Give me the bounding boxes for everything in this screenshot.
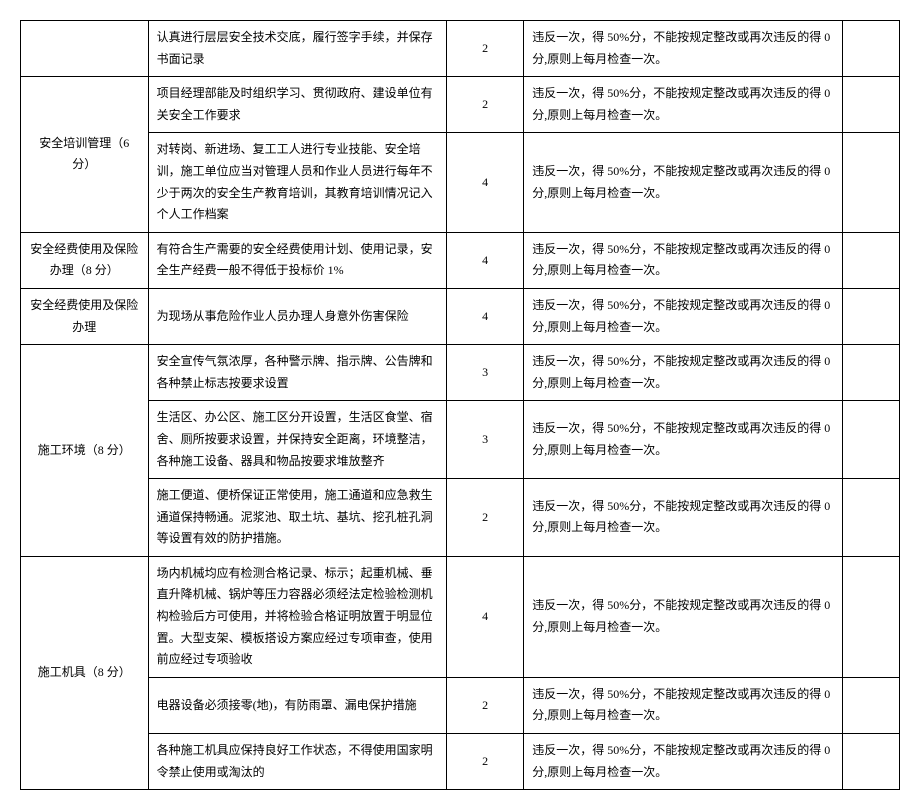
score-cell: 3 [446,401,523,479]
description-cell: 场内机械均应有检测合格记录、标示；起重机械、垂直升降机械、锅炉等压力容器必须经法… [148,556,446,677]
empty-cell [842,734,899,790]
score-cell: 3 [446,345,523,401]
empty-cell [842,345,899,401]
empty-cell [842,288,899,344]
score-cell: 2 [446,21,523,77]
table-row: 电器设备必须接零(地)，有防雨罩、漏电保护措施2违反一次，得 50%分，不能按规… [21,677,900,733]
table-row: 生活区、办公区、施工区分开设置，生活区食堂、宿舍、厕所按要求设置，并保持安全距离… [21,401,900,479]
table-row: 各种施工机具应保持良好工作状态，不得使用国家明令禁止使用或淘汰的2违反一次，得 … [21,734,900,790]
rule-cell: 违反一次，得 50%分，不能按规定整改或再次违反的得 0 分,原则上每月检查一次… [524,21,842,77]
table-row: 施工便道、便桥保证正常使用，施工通道和应急救生通道保持畅通。泥浆池、取土坑、基坑… [21,479,900,557]
description-cell: 安全宣传气氛浓厚，各种警示牌、指示牌、公告牌和各种禁止标志按要求设置 [148,345,446,401]
rule-cell: 违反一次，得 50%分，不能按规定整改或再次违反的得 0 分,原则上每月检查一次… [524,232,842,288]
description-cell: 对转岗、新进场、复工工人进行专业技能、安全培训，施工单位应当对管理人员和作业人员… [148,133,446,232]
rule-cell: 违反一次，得 50%分，不能按规定整改或再次违反的得 0 分,原则上每月检查一次… [524,677,842,733]
rule-cell: 违反一次，得 50%分，不能按规定整改或再次违反的得 0 分,原则上每月检查一次… [524,345,842,401]
score-cell: 4 [446,133,523,232]
description-cell: 电器设备必须接零(地)，有防雨罩、漏电保护措施 [148,677,446,733]
description-cell: 项目经理部能及时组织学习、贯彻政府、建设单位有关安全工作要求 [148,77,446,133]
table-row: 施工环境（8 分）安全宣传气氛浓厚，各种警示牌、指示牌、公告牌和各种禁止标志按要… [21,345,900,401]
description-cell: 为现场从事危险作业人员办理人身意外伤害保险 [148,288,446,344]
empty-cell [842,77,899,133]
empty-cell [842,401,899,479]
table-row: 安全培训管理（6 分）项目经理部能及时组织学习、贯彻政府、建设单位有关安全工作要… [21,77,900,133]
category-cell: 安全培训管理（6 分） [21,77,149,233]
table-row: 认真进行层层安全技术交底，履行签字手续，并保存书面记录2违反一次，得 50%分，… [21,21,900,77]
empty-cell [842,479,899,557]
rule-cell: 违反一次，得 50%分，不能按规定整改或再次违反的得 0 分,原则上每月检查一次… [524,133,842,232]
rule-cell: 违反一次，得 50%分，不能按规定整改或再次违反的得 0 分,原则上每月检查一次… [524,734,842,790]
description-cell: 认真进行层层安全技术交底，履行签字手续，并保存书面记录 [148,21,446,77]
table-row: 对转岗、新进场、复工工人进行专业技能、安全培训，施工单位应当对管理人员和作业人员… [21,133,900,232]
rule-cell: 违反一次，得 50%分，不能按规定整改或再次违反的得 0 分,原则上每月检查一次… [524,288,842,344]
category-cell [21,21,149,77]
table-row: 安全经费使用及保险办理（8 分）有符合生产需要的安全经费使用计划、使用记录，安全… [21,232,900,288]
rule-cell: 违反一次，得 50%分，不能按规定整改或再次违反的得 0 分,原则上每月检查一次… [524,556,842,677]
description-cell: 生活区、办公区、施工区分开设置，生活区食堂、宿舍、厕所按要求设置，并保持安全距离… [148,401,446,479]
score-cell: 2 [446,479,523,557]
empty-cell [842,556,899,677]
category-cell: 施工机具（8 分） [21,556,149,789]
rule-cell: 违反一次，得 50%分，不能按规定整改或再次违反的得 0 分,原则上每月检查一次… [524,401,842,479]
score-cell: 2 [446,734,523,790]
table-row: 安全经费使用及保险办理为现场从事危险作业人员办理人身意外伤害保险4违反一次，得 … [21,288,900,344]
empty-cell [842,21,899,77]
assessment-table: 认真进行层层安全技术交底，履行签字手续，并保存书面记录2违反一次，得 50%分，… [20,20,900,790]
category-cell: 施工环境（8 分） [21,345,149,557]
description-cell: 各种施工机具应保持良好工作状态，不得使用国家明令禁止使用或淘汰的 [148,734,446,790]
score-cell: 4 [446,232,523,288]
description-cell: 有符合生产需要的安全经费使用计划、使用记录，安全生产经费一般不得低于投标价 1% [148,232,446,288]
table-row: 施工机具（8 分）场内机械均应有检测合格记录、标示；起重机械、垂直升降机械、锅炉… [21,556,900,677]
rule-cell: 违反一次，得 50%分，不能按规定整改或再次违反的得 0 分,原则上每月检查一次… [524,77,842,133]
rule-cell: 违反一次，得 50%分，不能按规定整改或再次违反的得 0 分,原则上每月检查一次… [524,479,842,557]
score-cell: 4 [446,556,523,677]
empty-cell [842,677,899,733]
score-cell: 2 [446,77,523,133]
empty-cell [842,232,899,288]
empty-cell [842,133,899,232]
category-cell: 安全经费使用及保险办理 [21,288,149,344]
description-cell: 施工便道、便桥保证正常使用，施工通道和应急救生通道保持畅通。泥浆池、取土坑、基坑… [148,479,446,557]
score-cell: 4 [446,288,523,344]
score-cell: 2 [446,677,523,733]
category-cell: 安全经费使用及保险办理（8 分） [21,232,149,288]
